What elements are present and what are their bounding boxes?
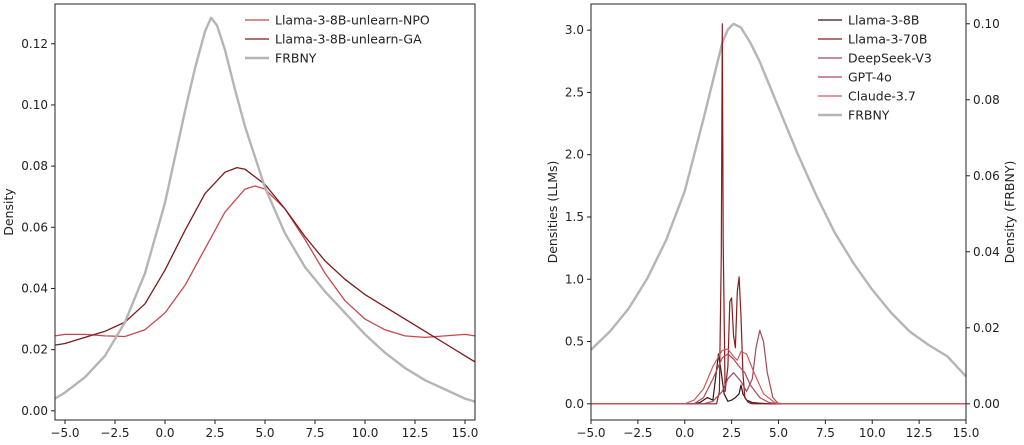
series-line-frbny xyxy=(55,16,475,403)
plot-frame xyxy=(590,3,967,421)
x-tick-label: 10.0 xyxy=(352,426,379,440)
x-tick-label: 12.5 xyxy=(402,426,429,440)
chart-1: −5.0 −2.5 0.0 2.5 5.0 7.5 10.0 12.5 15.0 0.00 0.02… xyxy=(1,3,479,440)
x-tick-label: 7.5 xyxy=(305,426,324,440)
x-tick-label: −5.0 xyxy=(50,426,79,440)
series-line-deepseek-v3 xyxy=(591,329,966,405)
x-tick-label: 15.0 xyxy=(953,426,980,440)
y-tick-label: 0.10 xyxy=(21,98,48,112)
plot-frame xyxy=(54,3,476,421)
legend-label: Llama-3-8B xyxy=(848,13,919,28)
y-tick-label: 0.12 xyxy=(21,37,48,51)
legend-label: GPT-4o xyxy=(848,70,892,85)
series-line-llama-3-8b-unlearn-npo xyxy=(55,185,475,339)
y2-tick-label: 0.04 xyxy=(973,245,1000,259)
x-tick-label: 10.0 xyxy=(859,426,886,440)
y2-axis-label: Density (FRBNY) xyxy=(1002,161,1017,264)
y-tick-label: 0.0 xyxy=(565,397,584,411)
x-tick-label: −2.5 xyxy=(100,426,129,440)
x-tick-label: 12.5 xyxy=(906,426,933,440)
series-line-llama-3-8b xyxy=(591,353,966,405)
series-line-llama-3-70b xyxy=(591,23,966,405)
legend: Llama-3-8B Llama-3-70B DeepSeek-V3 GPT-4o Cl… xyxy=(818,13,932,123)
y2-tick-label: 0.08 xyxy=(973,93,1000,107)
y-tick-label: 2.5 xyxy=(565,85,584,99)
y2-tick-label: 0.06 xyxy=(973,169,1000,183)
series-line-gpt-4o xyxy=(591,353,966,405)
x-tick-label: 0.0 xyxy=(675,426,694,440)
legend-label: FRBNY xyxy=(848,108,890,123)
y-tick-label: 1.5 xyxy=(565,210,584,224)
y-tick-label: 0.06 xyxy=(21,220,48,234)
y-tick-label: 0.02 xyxy=(21,343,48,357)
y2-tick-label: 0.00 xyxy=(973,397,1000,411)
x-tick-label: 0.0 xyxy=(155,426,174,440)
y2-tick-label: 0.02 xyxy=(973,321,1000,335)
chart-2: −5.0 −2.5 0.0 2.5 5.0 7.5 10.0 12.5 15.0 0.0 0.5 1.… xyxy=(545,3,1017,440)
legend-label: FRBNY xyxy=(275,51,317,66)
series-line-claude-3-7 xyxy=(591,348,966,405)
legend-label: Llama-3-70B xyxy=(848,32,927,47)
y-tick-label: 0.04 xyxy=(21,281,48,295)
x-tick-label: 5.0 xyxy=(255,426,274,440)
y-tick-label: 0.08 xyxy=(21,159,48,173)
x-tick-label: 2.5 xyxy=(205,426,224,440)
x-tick-label: 2.5 xyxy=(722,426,741,440)
x-tick-label: −5.0 xyxy=(576,426,605,440)
legend: Llama-3-8B-unlearn-NPO Llama-3-8B-unlearn… xyxy=(245,13,430,66)
series-line-frbny xyxy=(591,22,966,378)
y-tick-label: 0.00 xyxy=(21,404,48,418)
legend-label: DeepSeek-V3 xyxy=(848,51,932,66)
y-tick-label: 2.0 xyxy=(565,148,584,162)
x-tick-label: −2.5 xyxy=(623,426,652,440)
y-axis-label: Density xyxy=(1,188,16,236)
x-tick-label: 5.0 xyxy=(769,426,788,440)
y-tick-label: 0.5 xyxy=(565,335,584,349)
y-axis-label: Densities (LLMs) xyxy=(545,161,560,264)
y2-tick-label: 0.10 xyxy=(973,17,1000,31)
legend-label: Llama-3-8B-unlearn-NPO xyxy=(275,13,430,28)
legend-label: Claude-3.7 xyxy=(848,89,916,104)
series-line-llama-3-8b-unlearn-ga xyxy=(55,166,475,363)
y-tick-label: 1.0 xyxy=(565,272,584,286)
x-tick-label: 7.5 xyxy=(816,426,835,440)
x-tick-label: 15.0 xyxy=(452,426,479,440)
y-tick-label: 3.0 xyxy=(565,23,584,37)
legend-label: Llama-3-8B-unlearn-GA xyxy=(275,32,422,47)
